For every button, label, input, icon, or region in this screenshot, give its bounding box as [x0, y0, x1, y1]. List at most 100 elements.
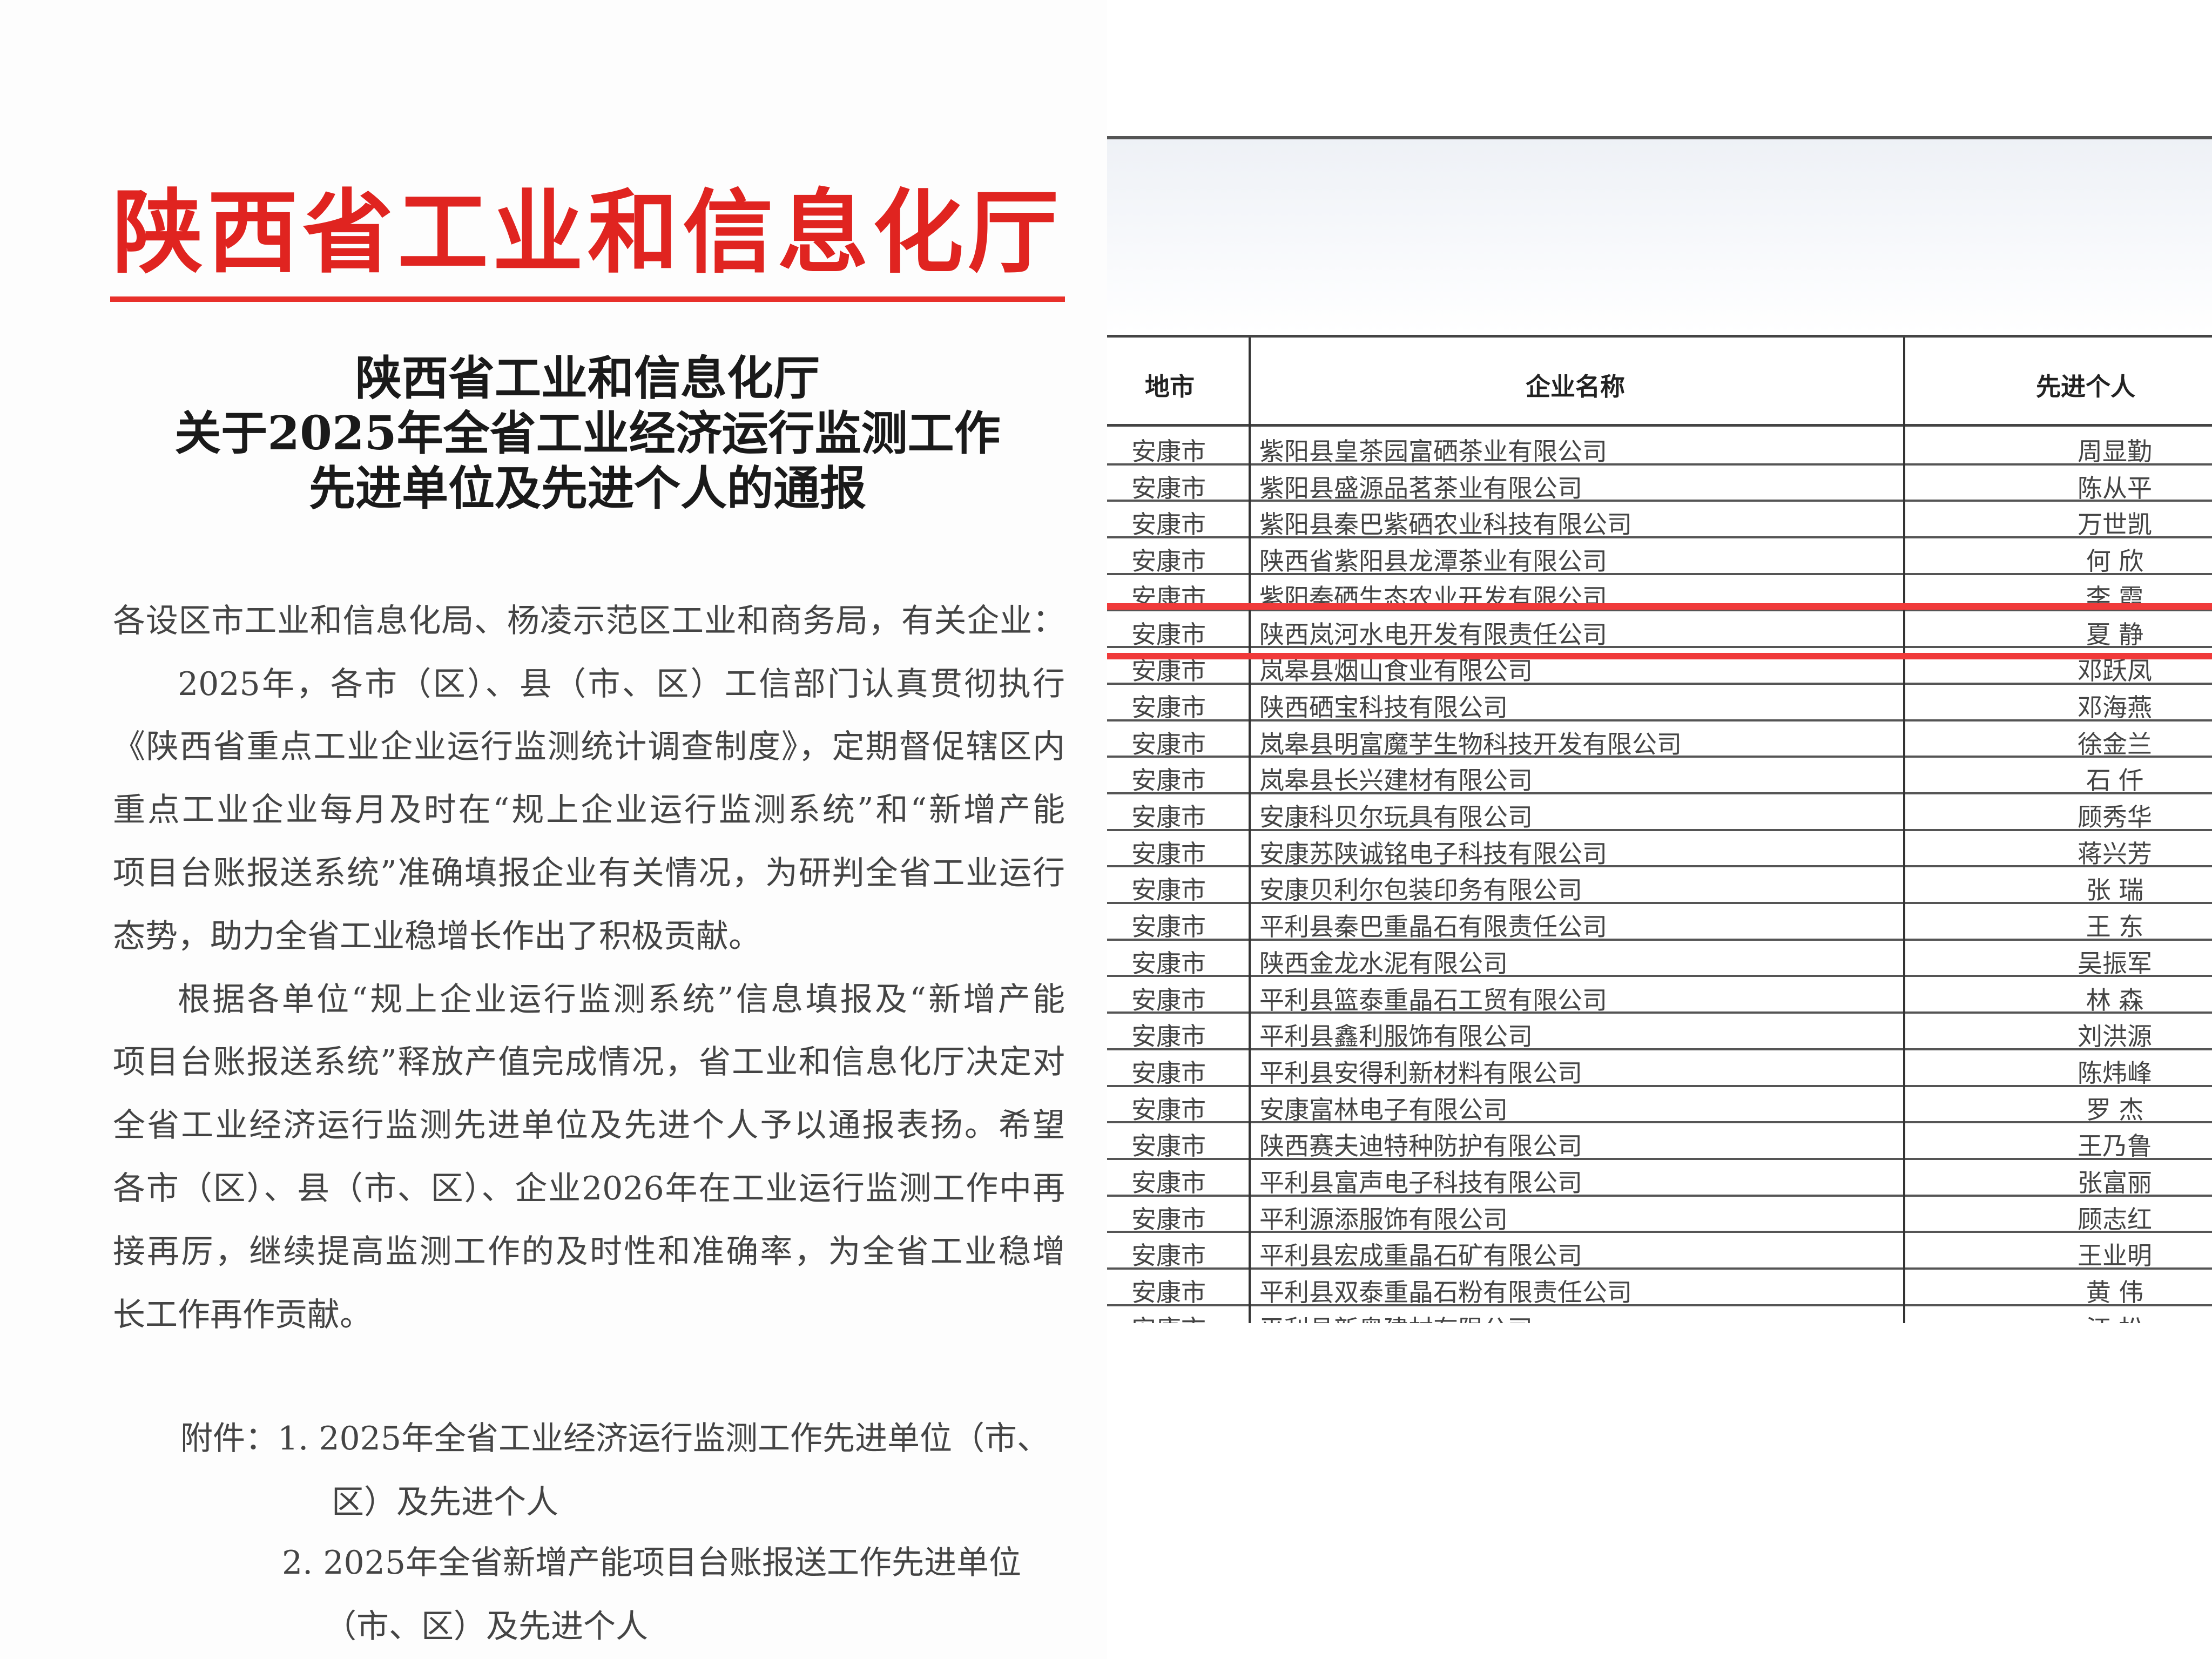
city-cell: 安康市	[1131, 656, 1206, 686]
table-row: 安康市 平利县宏成重晶石矿有限公司 王业明	[1107, 1231, 2212, 1270]
body-line: 各市（区）、县（市、区）、企业2026年在工业运行监测工作中再	[113, 1170, 1065, 1208]
city-cell: 安康市	[1131, 1241, 1206, 1271]
person-cell: 张 瑞	[2086, 875, 2144, 905]
company-cell: 岚皋县烟山食业有限公司	[1259, 656, 1533, 686]
city-cell: 安康市	[1131, 692, 1206, 722]
table-row: 安康市 岚皋县长兴建材有限公司 石 仟	[1107, 756, 2212, 795]
table-row: 安康市 紫阳县皇茶园富硒茶业有限公司 周显勤	[1107, 427, 2212, 466]
person-cell: 徐金兰	[2078, 729, 2152, 759]
table-row: 安康市 安康苏陕诚铭电子科技有限公司 蒋兴芳	[1107, 829, 2212, 868]
body-line: 项目台账报送系统”释放产值完成情况，省工业和信息化厅决定对	[113, 1043, 1065, 1081]
table-row: 安康市 紫阳县秦巴紫硒农业科技有限公司 万世凯	[1107, 500, 2212, 539]
company-cell: 安康苏陕诚铭电子科技有限公司	[1259, 839, 1607, 868]
column-divider	[1249, 338, 1251, 1323]
person-cell: 蒋兴芳	[2078, 839, 2152, 868]
city-cell: 安康市	[1131, 1204, 1206, 1234]
city-cell: 安康市	[1131, 1168, 1206, 1197]
person-cell: 夏 静	[2086, 619, 2144, 649]
column-divider	[1903, 338, 1905, 1323]
company-cell: 岚皋县长兴建材有限公司	[1259, 766, 1533, 795]
person-cell: 刘洪源	[2078, 1022, 2152, 1051]
notice-page: 陕西省工业和信息化厅 陕西省工业和信息化厅 关于2025年全省工业经济运行监测工…	[110, 179, 1065, 1645]
company-cell: 陕西硒宝科技有限公司	[1259, 692, 1508, 722]
attachment-item-2-cont: （市、区）及先进个人	[324, 1608, 648, 1645]
company-cell: 平利县秦巴重晶石有限责任公司	[1259, 912, 1607, 942]
highlight-line-top	[1107, 603, 2212, 610]
city-cell: 安康市	[1131, 1095, 1206, 1124]
company-cell: 平利县富声电子科技有限公司	[1259, 1168, 1582, 1197]
table-row: 安康市 安康科贝尔玩具有限公司 顾秀华	[1107, 792, 2212, 832]
header-company: 企业名称	[1526, 372, 1625, 401]
table-header: 地市 企业名称 先进个人	[1107, 338, 2212, 427]
body-line: 各设区市工业和信息化局、杨凌示范区工业和商务局，有关企业：	[113, 602, 1065, 640]
person-cell: 顾秀华	[2078, 802, 2152, 832]
person-cell: 顾志红	[2078, 1204, 2152, 1234]
advanced-units-table: 地市 企业名称 先进个人 安康市 紫阳县皇茶园富硒茶业有限公司 周显勤 安康市 紫阳县盛…	[1107, 335, 2212, 1323]
attachment-item-2: 2. 2025年全省新增产能项目台账报送工作先进单位	[282, 1544, 1022, 1582]
table-page: 地市 企业名称 先进个人 安康市 紫阳县皇茶园富硒茶业有限公司 周显勤 安康市 紫阳县盛…	[1107, 0, 2212, 1659]
city-cell: 安康市	[1131, 1058, 1206, 1088]
table-row: 安康市 紫阳秦硒生态农业开发有限公司李 霞	[1107, 573, 2212, 612]
company-cell: 陕西赛夫迪特种防护有限公司	[1259, 1131, 1582, 1161]
company-cell: 陕西省紫阳县龙潭茶业有限公司	[1259, 547, 1607, 576]
table-row: 安康市 岚皋县明富魔芋生物科技开发有限公司 徐金兰	[1107, 719, 2212, 759]
highlight-line-bottom	[1107, 653, 2212, 659]
company-cell: 平利县篮泰重晶石工贸有限公司	[1259, 985, 1607, 1015]
company-cell: 岚皋县明富魔芋生物科技开发有限公司	[1259, 729, 1682, 759]
city-cell: 安康市	[1131, 619, 1206, 649]
city-cell: 安康市	[1131, 875, 1206, 905]
city-cell: 安康市	[1131, 547, 1206, 576]
attachment-item-1-cont: 区）及先进个人	[332, 1483, 558, 1521]
company-cell: 平利县双泰重晶石粉有限责任公司	[1259, 1278, 1632, 1307]
company-cell: 安康富林电子有限公司	[1259, 1095, 1508, 1124]
person-cell: 何 欣	[2086, 547, 2144, 576]
body-line: 接再厉，继续提高监测工作的及时性和准确率，为全省工业稳增	[113, 1233, 1065, 1271]
city-cell: 安康市	[1131, 802, 1206, 832]
person-cell: 邓海燕	[2078, 692, 2152, 722]
table-row: 安康市 平利县富声电子科技有限公司 张富丽	[1107, 1158, 2212, 1197]
table-row: 安康市 陕西金龙水泥有限公司 吴振军	[1107, 939, 2212, 978]
city-cell: 安康市	[1131, 912, 1206, 942]
table-row: 安康市 岚皋县烟山食业有限公司 邓跃凤	[1107, 646, 2212, 685]
person-cell: 汪 松	[2046, 1310, 2184, 1323]
company-cell: 平利县鑫利服饰有限公司	[1259, 1022, 1533, 1051]
title-line: 陕西省工业和信息化厅	[355, 351, 820, 406]
person-cell: 罗 杰	[2086, 1095, 2144, 1124]
city-cell: 安康市	[1131, 766, 1206, 795]
letterhead-title: 陕西省工业和信息化厅	[112, 179, 1063, 286]
company-cell: 紫阳县皇茶园富硒茶业有限公司	[1259, 437, 1607, 466]
table-row: 安康市 平利县双泰重晶石粉有限责任公司 黄 伟	[1107, 1267, 2212, 1307]
person-cell: 邓跃凤	[2078, 656, 2152, 686]
person-cell: 石 仟	[2086, 766, 2144, 795]
body-line: 根据各单位“规上企业运行监测系统”信息填报及“新增产能	[178, 981, 1065, 1019]
company-cell: 安康科贝尔玩具有限公司	[1259, 802, 1533, 832]
table-row: 安康市 平利县鑫利服饰有限公司 刘洪源	[1107, 1011, 2212, 1051]
person-cell: 陈从平	[2078, 473, 2152, 503]
person-cell: 周显勤	[2078, 437, 2152, 466]
body-line: 《陕西省重点工业企业运行监测统计调查制度》，定期督促辖区内	[113, 728, 1065, 766]
page-edge-line	[1107, 136, 2212, 139]
city-cell: 安康市	[1131, 985, 1206, 1015]
table-row: 安康市 平利源添服饰有限公司 顾志红	[1107, 1195, 2212, 1234]
body-line: 态势，助力全省工业稳增长作出了积极贡献。	[113, 918, 761, 955]
company-cell: 平利县新奥建材有限公司	[1259, 1310, 1533, 1323]
table-row: 安康市 陕西省紫阳县龙潭茶业有限公司 何 欣	[1107, 536, 2212, 576]
table-row: 安康市 紫阳县盛源品茗茶业有限公司 陈从平	[1107, 463, 2212, 503]
table-row: 安康市 安康富林电子有限公司 罗 杰	[1107, 1085, 2212, 1124]
body-line: 项目台账报送系统”准确填报企业有关情况，为研判全省工业运行	[113, 854, 1065, 892]
body-line: 长工作再作贡献。	[113, 1296, 372, 1334]
city-cell: 安康市	[1131, 948, 1206, 978]
attachment-label: 附件：	[180, 1420, 278, 1458]
table-row: 安康市 平利县秦巴重晶石有限责任公司 王 东	[1107, 902, 2212, 941]
city-cell: 安康市	[1131, 473, 1206, 503]
person-cell: 林 森	[2086, 985, 2144, 1015]
attachment-item-1: 1. 2025年全省工业经济运行监测工作先进单位（市、	[278, 1420, 1050, 1458]
person-cell: 王业明	[2078, 1241, 2152, 1271]
table-row: 安康市 平利县篮泰重晶石工贸有限公司 林 森	[1107, 975, 2212, 1015]
body-line: 重点工业企业每月及时在“规上企业运行监测系统”和“新增产能	[113, 791, 1065, 829]
header-person: 先进个人	[2036, 372, 2135, 401]
company-cell: 平利源添服饰有限公司	[1259, 1204, 1508, 1234]
document-title: 陕西省工业和信息化厅 关于2025年全省工业经济运行监测工作 先进单位及先进个人…	[110, 351, 1065, 516]
company-cell: 紫阳县秦巴紫硒农业科技有限公司	[1259, 510, 1632, 539]
city-cell: 安康市	[1131, 1310, 1206, 1323]
